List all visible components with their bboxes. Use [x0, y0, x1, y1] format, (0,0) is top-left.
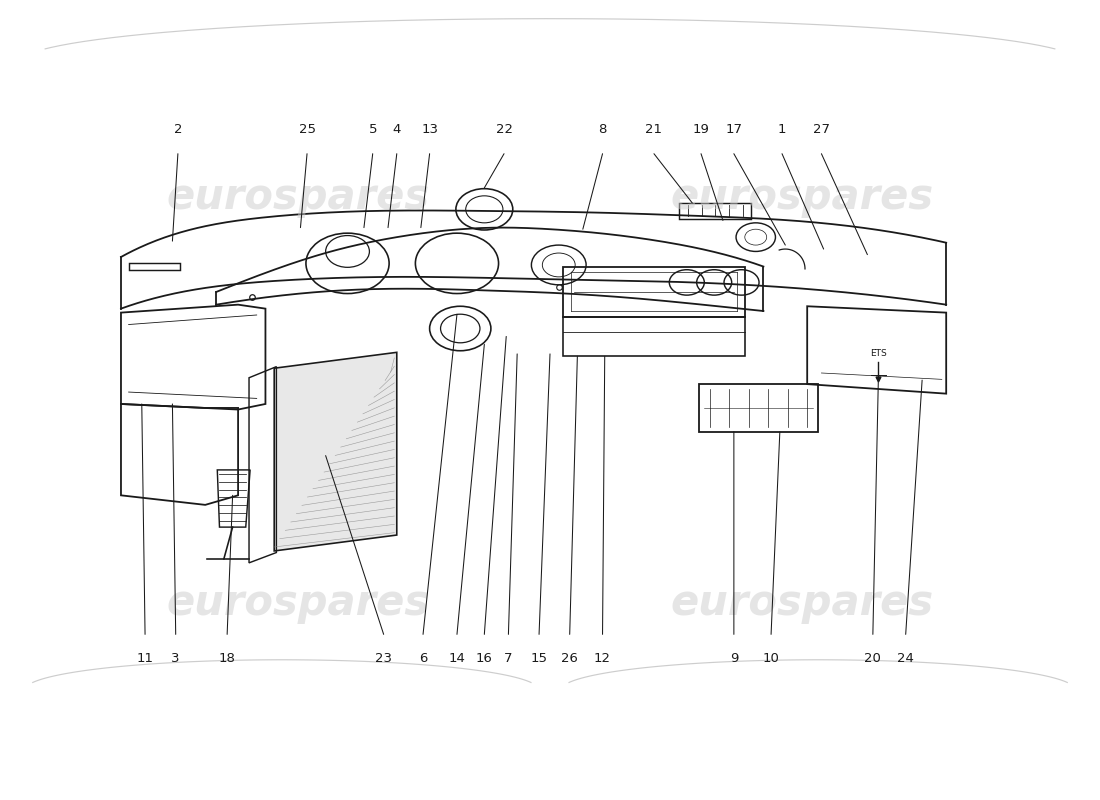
Text: 9: 9 — [729, 652, 738, 665]
Text: 13: 13 — [421, 123, 438, 136]
Polygon shape — [274, 352, 397, 551]
Text: eurospares: eurospares — [670, 177, 933, 218]
Text: 22: 22 — [495, 123, 513, 136]
Text: 2: 2 — [174, 123, 183, 136]
Text: 1: 1 — [778, 123, 786, 136]
Text: 4: 4 — [393, 123, 402, 136]
Text: 25: 25 — [298, 123, 316, 136]
Text: 11: 11 — [136, 652, 154, 665]
Text: 20: 20 — [865, 652, 881, 665]
Text: eurospares: eurospares — [167, 177, 430, 218]
Text: 14: 14 — [449, 652, 465, 665]
Text: 15: 15 — [530, 652, 548, 665]
Text: eurospares: eurospares — [167, 582, 430, 623]
Text: 26: 26 — [561, 652, 579, 665]
Text: 6: 6 — [419, 652, 427, 665]
Text: 8: 8 — [598, 123, 607, 136]
Text: 18: 18 — [219, 652, 235, 665]
Text: 21: 21 — [646, 123, 662, 136]
Text: ETS: ETS — [870, 350, 887, 358]
Text: 27: 27 — [813, 123, 829, 136]
Text: 10: 10 — [762, 652, 780, 665]
Text: 5: 5 — [368, 123, 377, 136]
Text: eurospares: eurospares — [670, 582, 933, 623]
Text: 19: 19 — [693, 123, 710, 136]
Text: 3: 3 — [172, 652, 180, 665]
Text: 12: 12 — [594, 652, 610, 665]
Text: 16: 16 — [476, 652, 493, 665]
Text: 7: 7 — [504, 652, 513, 665]
Text: 17: 17 — [725, 123, 742, 136]
Text: 24: 24 — [898, 652, 914, 665]
Text: 23: 23 — [375, 652, 392, 665]
